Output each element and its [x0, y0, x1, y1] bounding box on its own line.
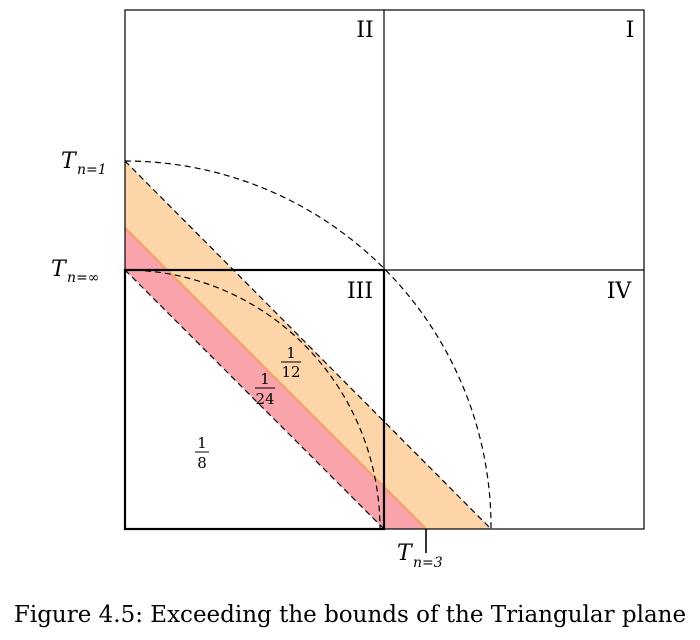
dashed-arc-small — [124, 269, 381, 530]
fraction-denominator: 24 — [255, 390, 274, 408]
quadrant-label-iv: IV — [607, 279, 633, 304]
t-symbol: T — [51, 257, 68, 282]
figure-caption: Figure 4.5: Exceeding the bounds of the … — [13, 602, 687, 628]
fraction-one-eighth: 1 8 — [195, 434, 209, 472]
dashed-diagonal-upper — [124, 160, 492, 530]
label-t-ninf: T n=∞ — [51, 257, 99, 286]
fraction-numerator: 1 — [260, 370, 270, 388]
fraction-one-twelfth: 1 12 — [281, 344, 301, 381]
quadrant-label-i: I — [626, 18, 635, 43]
t-subscript: n=∞ — [67, 270, 99, 286]
label-t-n3: T n=3 — [397, 541, 443, 571]
t-symbol: T — [61, 149, 78, 174]
quadrant-iii-square — [123, 268, 386, 531]
fraction-numerator: 1 — [197, 434, 207, 452]
dashed-diagonal-lower — [124, 269, 385, 530]
fraction-denominator: 12 — [281, 363, 300, 381]
t-subscript: n=3 — [413, 555, 443, 571]
label-t-n1: T n=1 — [61, 149, 107, 178]
quadrant-label-ii: II — [356, 18, 373, 43]
orange-band — [125, 161, 491, 529]
quadrant-label-iii: III — [347, 279, 373, 304]
fraction-denominator: 8 — [197, 454, 207, 472]
fraction-one-twentyfourth: 1 24 — [255, 370, 275, 408]
t-symbol: T — [397, 541, 414, 566]
t-subscript: n=1 — [77, 162, 107, 178]
fraction-numerator: 1 — [286, 344, 296, 362]
band-boundary-line — [124, 227, 427, 530]
dashed-arc-large — [124, 160, 492, 530]
